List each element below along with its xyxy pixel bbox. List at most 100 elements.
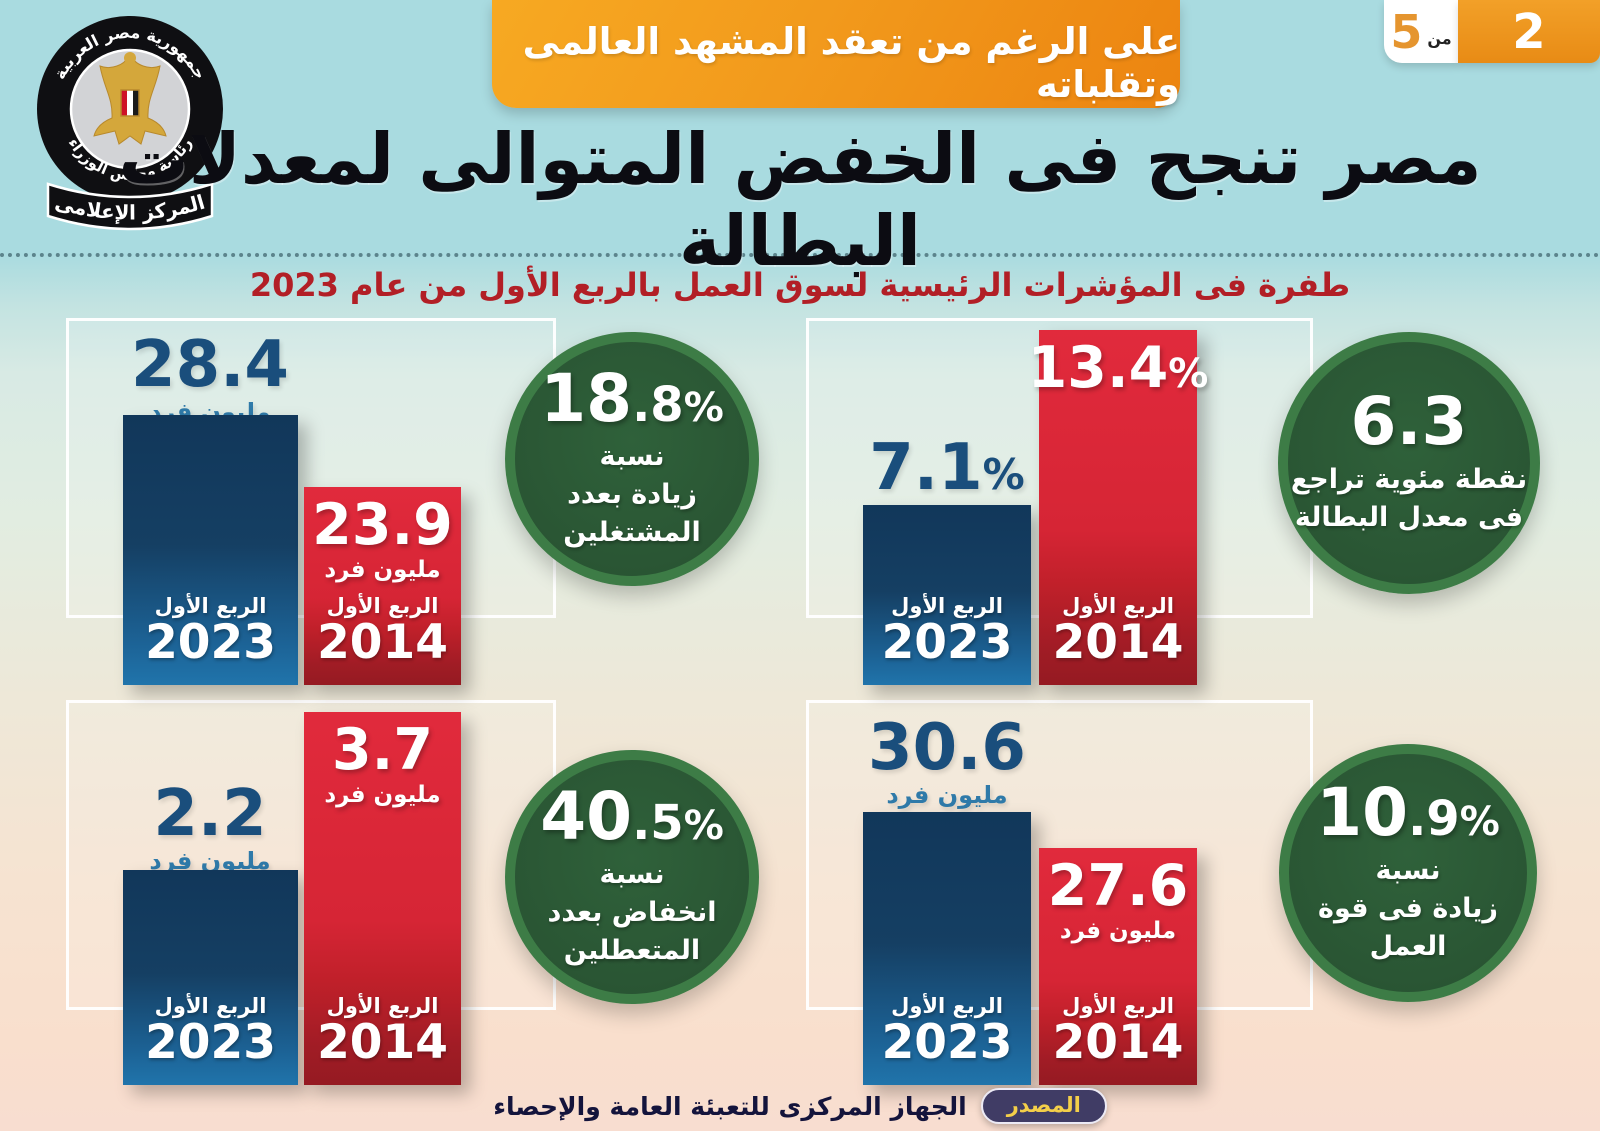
stat-caption-line: زيادة بعدد xyxy=(567,478,697,510)
stat-caption-line: نسبة xyxy=(599,858,665,890)
bar-2023-employed: الربع الأول 2023 xyxy=(123,415,298,685)
bar-2023-unemployed: الربع الأول 2023 xyxy=(123,870,298,1085)
page-current: 2 xyxy=(1512,3,1546,60)
value-label-2023-unemployed: 2.2 مليون فرد xyxy=(110,782,310,875)
value-number: 23.9 xyxy=(312,492,453,558)
page-of-label: من xyxy=(1427,29,1452,48)
bar-value: 27.6 مليون فرد xyxy=(1047,848,1189,945)
bar-value: 23.9 مليون فرد xyxy=(312,487,453,584)
stat-caption: نسبة انخفاض بعدد المتعطلين xyxy=(548,856,717,971)
value-number: 28.4 xyxy=(131,328,289,402)
stat-caption-line: نسبة xyxy=(599,440,665,472)
value-unit: مليون فرد xyxy=(324,782,441,808)
stat-frac: .8 xyxy=(632,376,684,433)
bar-label: الربع الأول 2023 xyxy=(145,994,276,1085)
stat-int: 18 xyxy=(540,359,633,437)
bar-year: 2023 xyxy=(145,1014,276,1070)
flag-shield xyxy=(120,89,140,117)
bar-year: 2014 xyxy=(1052,614,1184,670)
stat-caption-line: فى معدل البطالة xyxy=(1294,502,1524,533)
government-logo: جمهورية مصر العربية رئاسة مجلس الوزراء ا… xyxy=(30,12,230,232)
value-unit: مليون فرد xyxy=(324,557,441,583)
bar-quarter: الربع الأول xyxy=(1062,593,1174,618)
page-subtitle: طفرة فى المؤشرات الرئيسية لسوق العمل بال… xyxy=(249,266,1351,304)
page-title: مصر تنجح فى الخفض المتوالى لمعدلات البطا… xyxy=(118,118,1482,282)
value-number: 3.7 xyxy=(332,717,433,783)
stat-circle-unemployed-decrease: 40.5% نسبة انخفاض بعدد المتعطلين xyxy=(505,750,759,1004)
value-number: 7.1 xyxy=(869,431,983,505)
source-badge: المصدر xyxy=(980,1088,1107,1124)
eagle-head xyxy=(124,52,136,64)
bar-label: الربع الأول 2014 xyxy=(1053,994,1184,1085)
value-unit: مليون فرد xyxy=(886,781,1008,809)
stat-pct: % xyxy=(683,802,724,849)
value-suffix: % xyxy=(1168,351,1209,397)
page-indicator: 5 من 2 xyxy=(1384,0,1600,63)
stat-value: 40.5% xyxy=(540,783,724,851)
stat-caption-line: زيادة فى قوة xyxy=(1318,892,1498,924)
bar-year: 2023 xyxy=(145,614,276,670)
bar-year: 2023 xyxy=(881,1014,1013,1070)
logo-ribbon xyxy=(46,182,214,231)
value-number: 27.6 xyxy=(1047,853,1189,919)
bar-label: الربع الأول 2014 xyxy=(1053,594,1184,685)
stat-value: 10.9% xyxy=(1316,779,1500,847)
bar-year: 2014 xyxy=(317,1014,448,1070)
stat-frac: .5 xyxy=(632,794,684,851)
stat-caption: نسبة زيادة بعدد المشتغلين xyxy=(563,438,701,553)
stat-pct: % xyxy=(1459,798,1500,845)
bar-quarter: الربع الأول xyxy=(891,993,1003,1018)
bar-quarter: الربع الأول xyxy=(891,593,1003,618)
bar-quarter: الربع الأول xyxy=(326,593,439,618)
banner-text: على الرغم من تعقد المشهد العالمى وتقلبات… xyxy=(522,20,1180,106)
bar-2023-unemployment: الربع الأول 2023 xyxy=(863,505,1031,685)
stat-frac: .9 xyxy=(1408,790,1460,847)
bar-quarter: الربع الأول xyxy=(154,993,267,1018)
top-banner: على الرغم من تعقد المشهد العالمى وتقلبات… xyxy=(492,0,1180,108)
bar-year: 2023 xyxy=(881,614,1013,670)
stat-pct: % xyxy=(683,384,724,431)
source-footer: المصدر الجهاز المركزى للتعبئة العامة وال… xyxy=(0,1088,1600,1124)
bar-year: 2014 xyxy=(1052,1014,1184,1070)
stat-int: 40 xyxy=(540,777,633,855)
value-suffix: % xyxy=(982,450,1025,499)
stat-caption: نقطة مئوية تراجع فى معدل البطالة xyxy=(1291,461,1527,538)
stat-int: 6.3 xyxy=(1350,382,1468,460)
stat-caption-line: نقطة مئوية تراجع xyxy=(1290,463,1528,495)
bar-value: 13.4% xyxy=(1028,330,1209,400)
logo-emblem: جمهورية مصر العربية رئاسة مجلس الوزراء ا… xyxy=(37,16,223,231)
stat-caption-line: المشتغلين xyxy=(563,517,701,549)
stat-circle-unemployment-decline: 6.3 نقطة مئوية تراجع فى معدل البطالة xyxy=(1278,332,1540,594)
value-label-2023-unemployment: 7.1% xyxy=(847,436,1047,501)
bar-2014-labor-force: 27.6 مليون فرد الربع الأول 2014 xyxy=(1039,848,1197,1085)
stat-value: 18.8% xyxy=(540,365,724,433)
bar-2014-unemployed: 3.7 مليون فرد الربع الأول 2014 xyxy=(304,712,461,1085)
stat-circle-labor-force-increase: 10.9% نسبة زيادة فى قوة العمل xyxy=(1279,744,1537,1002)
bar-2014-unemployment: 13.4% الربع الأول 2014 xyxy=(1028,330,1208,685)
stat-caption-line: المتعطلين xyxy=(563,935,701,967)
bar-value: 3.7 مليون فرد xyxy=(324,712,441,809)
stat-int: 10 xyxy=(1316,773,1409,851)
bar-2014-employed: 23.9 مليون فرد الربع الأول 2014 xyxy=(304,487,461,685)
bar-label: الربع الأول 2014 xyxy=(317,594,448,685)
bar-label: الربع الأول 2023 xyxy=(145,594,276,685)
page-indicator-current: 2 xyxy=(1458,0,1600,63)
value-number: 13.4 xyxy=(1027,335,1169,401)
stat-caption-line: نسبة xyxy=(1375,854,1441,886)
value-number: 2.2 xyxy=(153,777,267,851)
bar-label: الربع الأول 2014 xyxy=(317,994,448,1085)
bar-quarter: الربع الأول xyxy=(326,993,439,1018)
stat-circle-employed-increase: 18.8% نسبة زيادة بعدد المشتغلين xyxy=(505,332,759,586)
value-label-2023-labor-force: 30.6 مليون فرد xyxy=(847,716,1047,809)
bar-label: الربع الأول 2023 xyxy=(882,994,1013,1085)
bar-year: 2014 xyxy=(317,614,448,670)
stat-caption: نسبة زيادة فى قوة العمل xyxy=(1318,852,1498,967)
bar-2023-labor-force: الربع الأول 2023 xyxy=(863,812,1031,1085)
value-number: 30.6 xyxy=(868,711,1026,785)
stat-caption-line: العمل xyxy=(1369,931,1447,963)
bar-quarter: الربع الأول xyxy=(1062,993,1174,1018)
bar-label: الربع الأول 2023 xyxy=(882,594,1013,685)
bar-quarter: الربع الأول xyxy=(154,593,267,618)
value-unit: مليون فرد xyxy=(1059,918,1177,944)
